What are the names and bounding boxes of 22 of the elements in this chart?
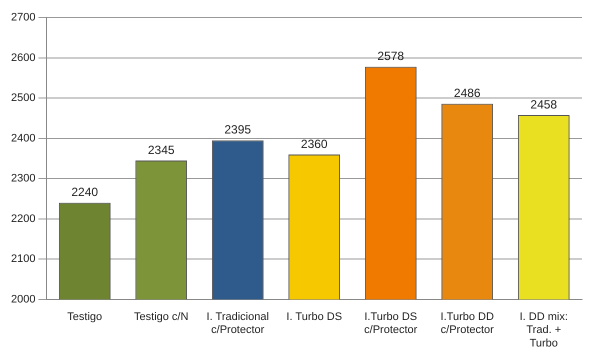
y-tick-label: 2400 xyxy=(10,132,36,144)
x-tick-label: Testigo c/N xyxy=(134,311,188,324)
x-tick-label: I.Turbo DS c/Protector xyxy=(364,311,418,336)
data-label: 2240 xyxy=(71,185,98,200)
data-label: 2486 xyxy=(454,86,481,100)
x-tick-label: I. Turbo DS xyxy=(286,311,342,324)
data-label: 2578 xyxy=(377,49,404,64)
data-label: 2458 xyxy=(530,97,558,112)
x-tick-label: Testigo xyxy=(67,311,102,324)
y-tick-label: 2100 xyxy=(10,253,36,266)
y-tick-label: 2200 xyxy=(10,212,36,225)
data-label: 2345 xyxy=(148,142,175,157)
x-tick-label: I.Turbo DD c/Protector xyxy=(440,311,494,336)
x-tick-label: I. Tradicional c/Protector xyxy=(206,311,269,336)
data-label: 2395 xyxy=(224,122,252,137)
x-tick-label: I. DD mix: Trad. + Turbo xyxy=(520,311,568,350)
y-tick-label: 2500 xyxy=(10,92,36,104)
y-tick-label: 2300 xyxy=(10,172,36,185)
data-label: 2360 xyxy=(300,136,328,151)
y-tick-label: 2600 xyxy=(10,52,36,64)
y-tick-label: 2700 xyxy=(10,12,36,24)
y-tick-label: 2000 xyxy=(10,293,36,306)
